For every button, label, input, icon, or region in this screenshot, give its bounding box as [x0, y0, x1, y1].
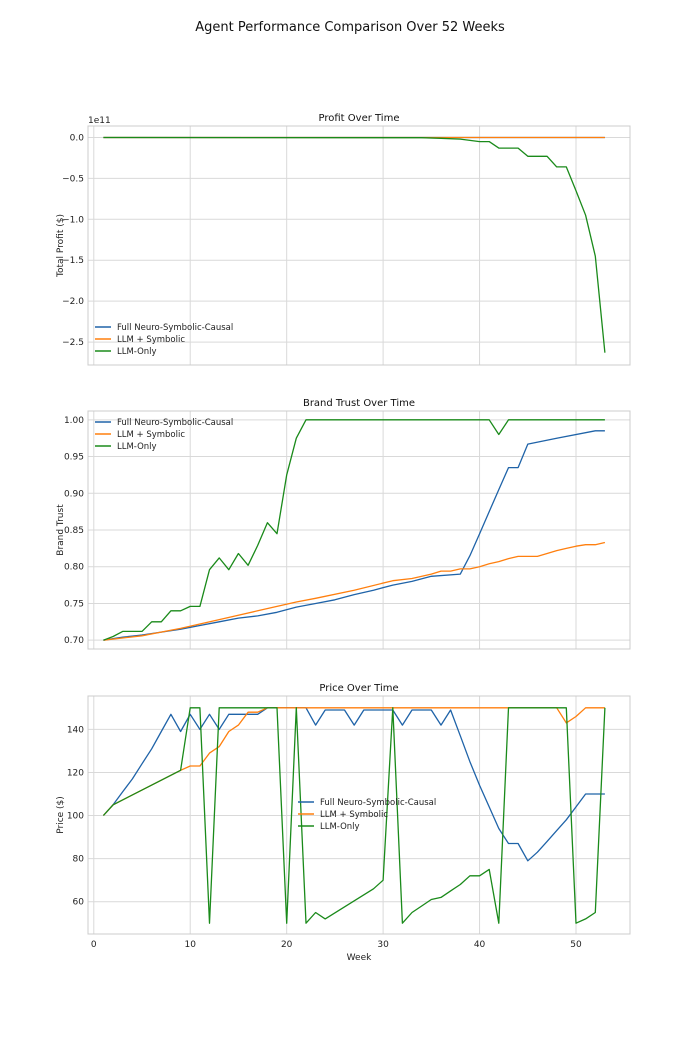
chart-panel-1: 0.0 −0.5 −1.0 −1.5 −2.0 −2.5 Profit Over Time T…	[56, 113, 631, 366]
series-line-llm-symbolic	[102, 707, 605, 816]
y-tick-label: 0.75	[64, 599, 84, 609]
y-tick-label: −1.5	[62, 256, 84, 266]
panel-title: Profit Over Time	[319, 113, 400, 124]
y-tick-label: 120	[67, 768, 84, 778]
y-tick-label: 0.0	[70, 133, 85, 143]
y-axis-label: Total Profit ($)	[56, 214, 66, 278]
legend-label: LLM + Symbolic	[117, 430, 185, 440]
y-tick-label: −1.0	[62, 215, 84, 225]
y-tick-label: 140	[67, 725, 84, 735]
series-line-llm-symbolic	[103, 541, 606, 641]
series-line-llm-only	[102, 707, 606, 924]
series-line-llm-only	[103, 419, 605, 641]
figure-suptitle: Agent Performance Comparison Over 52 Wee…	[195, 20, 505, 35]
panel-title: Price Over Time	[319, 683, 398, 694]
legend: Full Neuro-Symbolic-Causal LLM + Symbolic…	[298, 798, 436, 832]
legend-label: LLM-Only	[117, 347, 157, 357]
y-tick-label: 0.90	[64, 489, 84, 499]
x-tick-label: 20	[281, 940, 293, 950]
y-tick-label: 80	[73, 855, 85, 865]
y-tick-label: −0.5	[62, 174, 84, 184]
axes-frame	[87, 410, 631, 650]
axis-offset-text: 1e11	[88, 116, 111, 126]
legend: Full Neuro-Symbolic-Causal LLM + Symbolic…	[95, 418, 233, 452]
legend-label: Full Neuro-Symbolic-Causal	[320, 798, 436, 808]
y-tick-label: −2.0	[62, 297, 84, 307]
legend-label: Full Neuro-Symbolic-Causal	[117, 418, 233, 428]
axes-frame	[87, 695, 631, 935]
y-tick-label: 0.85	[64, 526, 84, 536]
x-axis-label: Week	[347, 953, 372, 963]
x-tick-label: 50	[570, 940, 582, 950]
y-tick-label: 1.00	[64, 416, 84, 426]
legend-label: LLM + Symbolic	[117, 335, 185, 345]
legend-label: Full Neuro-Symbolic-Causal	[117, 323, 233, 333]
series-line-full-neuro-symbolic-causal	[102, 707, 605, 862]
series-line-full-neuro-symbolic-causal	[103, 430, 605, 641]
y-axis-label: Brand Trust	[56, 504, 66, 556]
x-tick-label: 40	[474, 940, 486, 950]
chart-panels: 0.0 −0.5 −1.0 −1.5 −2.0 −2.5 Profit Over Time T…	[56, 113, 631, 963]
x-tick-label: 0	[91, 940, 97, 950]
legend-label: LLM-Only	[320, 822, 360, 832]
legend-label: LLM-Only	[117, 442, 157, 452]
legend-label: LLM + Symbolic	[320, 810, 388, 820]
y-tick-label: 0.80	[64, 563, 84, 573]
chart-panel-3: 0 10 20 30 40 50 60 80 100 120 140 Price Over Time P…	[56, 683, 631, 963]
chart-panel-2: 0.70 0.75 0.80 0.85 0.90 0.95 1.00 Brand Trust …	[56, 398, 631, 650]
y-tick-label: −2.5	[62, 338, 84, 348]
series-line-llm-only	[103, 136, 606, 353]
legend: Full Neuro-Symbolic-Causal LLM + Symbolic…	[95, 323, 233, 357]
y-tick-label: 0.95	[64, 453, 84, 463]
y-tick-label: 60	[73, 898, 85, 908]
y-tick-label: 0.70	[64, 636, 84, 646]
x-tick-label: 30	[377, 940, 389, 950]
x-tick-label: 10	[185, 940, 197, 950]
axes-frame	[87, 125, 631, 366]
y-tick-label: 100	[67, 812, 84, 822]
panel-title: Brand Trust Over Time	[303, 398, 415, 409]
y-axis-label: Price ($)	[56, 796, 66, 834]
